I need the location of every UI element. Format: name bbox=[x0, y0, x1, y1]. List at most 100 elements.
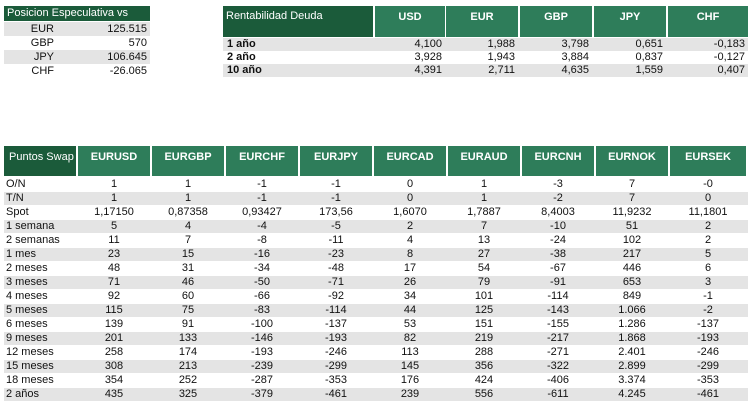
yield-cell: 1,559 bbox=[635, 64, 663, 76]
swap-cell: -143 bbox=[546, 304, 570, 316]
swap-cell: 308 bbox=[104, 360, 124, 372]
swap-cell: 51 bbox=[625, 220, 639, 232]
swap-row-label: 5 meses bbox=[6, 304, 48, 316]
swap-cell: 2 bbox=[406, 220, 414, 232]
yield-cell: -0,127 bbox=[713, 51, 745, 63]
yield-cell: 4,391 bbox=[414, 64, 442, 76]
swap-cell: -193 bbox=[324, 332, 348, 344]
swap-row: 15 meses 308 213 -239 -299 145 356 -322 2.899 -29… bbox=[4, 360, 748, 373]
swap-cell: -611 bbox=[547, 388, 569, 400]
swap-row: Spot 1,17150 0,87358 0,93427 173,56 1,6070 1,7… bbox=[4, 206, 748, 219]
yield-cell: 0,837 bbox=[635, 51, 663, 63]
swap-header-eurchf: EURCHF bbox=[226, 146, 298, 176]
swap-cell: 27 bbox=[477, 248, 491, 260]
swap-cell: 2 bbox=[704, 220, 712, 232]
swap-cell: 151 bbox=[474, 318, 494, 330]
swap-cell: -5 bbox=[331, 220, 341, 232]
swap-cell: 653 bbox=[622, 276, 642, 288]
yield-cell: 3,884 bbox=[561, 51, 589, 63]
swap-row-label: 2 semanas bbox=[6, 234, 60, 246]
swap-row: 6 meses 139 91 -100 -137 53 151 -155 1.286 -137 bbox=[4, 318, 748, 331]
yield-row: 1 año 4,100 1,988 3,798 0,651 -0,183 bbox=[223, 38, 748, 51]
swap-cell: 0 bbox=[704, 192, 712, 204]
swap-row: 18 meses 354 252 -287 -353 176 424 -406 3.374 -35… bbox=[4, 374, 748, 387]
swap-cell: 1.868 bbox=[618, 332, 646, 344]
swap-cell: 26 bbox=[403, 276, 417, 288]
swap-cell: 7 bbox=[628, 192, 636, 204]
yield-cell: 4,100 bbox=[414, 38, 442, 50]
swap-cell: -91 bbox=[550, 276, 566, 288]
swap-cell: 2.899 bbox=[618, 360, 646, 372]
swap-cell: -2 bbox=[553, 192, 563, 204]
swap-cell: 252 bbox=[178, 374, 198, 386]
swap-cell: -3 bbox=[553, 178, 563, 190]
swap-cell: 5 bbox=[704, 248, 712, 260]
swap-row: 5 meses 115 75 -83 -114 44 125 -143 1.066 -2 bbox=[4, 304, 748, 317]
swap-cell: -24 bbox=[550, 234, 566, 246]
position-row: EUR 125.515 bbox=[4, 22, 150, 36]
swap-cell: -48 bbox=[328, 262, 344, 274]
position-currency: CHF bbox=[31, 65, 54, 77]
swap-cell: 13 bbox=[477, 234, 491, 246]
swap-cell: -1 bbox=[257, 192, 267, 204]
swap-cell: 46 bbox=[181, 276, 195, 288]
swap-cell: 1 bbox=[110, 192, 118, 204]
swap-cell: -353 bbox=[696, 374, 720, 386]
swap-row-label: 9 meses bbox=[6, 332, 48, 344]
swap-header-eurnok: EURNOK bbox=[596, 146, 668, 176]
swap-cell: 288 bbox=[474, 346, 494, 358]
swap-cell: -50 bbox=[254, 276, 270, 288]
swap-row-label: 15 meses bbox=[6, 360, 54, 372]
swap-cell: 17 bbox=[403, 262, 417, 274]
swap-cell: -8 bbox=[257, 234, 267, 246]
swap-cell: 6 bbox=[704, 262, 712, 274]
swap-cell: -461 bbox=[324, 388, 348, 400]
swap-cell: 3 bbox=[704, 276, 712, 288]
swap-cell: 1 bbox=[480, 178, 488, 190]
swap-cell: -1 bbox=[257, 178, 267, 190]
swap-cell: 115 bbox=[105, 304, 123, 316]
position-currency: GBP bbox=[30, 37, 54, 49]
swap-cell: 1,17150 bbox=[94, 206, 134, 218]
swap-cell: 91 bbox=[181, 318, 195, 330]
yield-cell: 4,635 bbox=[561, 64, 589, 76]
swap-cell: 48 bbox=[107, 262, 121, 274]
swap-cell: 201 bbox=[104, 332, 124, 344]
swap-row: 4 meses 92 60 -66 -92 34 101 -114 849 -1 bbox=[4, 290, 748, 303]
swap-row: 2 años 435 325 -379 -461 239 556 -611 4.245 -461 bbox=[4, 388, 748, 401]
position-currency: EUR bbox=[30, 23, 54, 35]
position-row: GBP 570 bbox=[4, 36, 150, 50]
swap-row-label: 3 meses bbox=[6, 276, 48, 288]
position-currency: JPY bbox=[33, 51, 54, 63]
yield-row-label: 1 año bbox=[227, 38, 256, 50]
swap-cell: -66 bbox=[254, 290, 270, 302]
swap-cell: -0 bbox=[703, 178, 713, 190]
position-value: -26.065 bbox=[109, 65, 147, 77]
swap-cell: -34 bbox=[254, 262, 270, 274]
swap-cell: 139 bbox=[104, 318, 124, 330]
swap-cell: 53 bbox=[403, 318, 417, 330]
swap-cell: 113 bbox=[401, 346, 419, 358]
swap-cell: 5 bbox=[110, 220, 118, 232]
swap-header-eurusd: EURUSD bbox=[78, 146, 150, 176]
swap-cell: 1 bbox=[184, 178, 192, 190]
swap-header-eursek: EURSEK bbox=[670, 146, 746, 176]
yield-row: 10 año 4,391 2,711 4,635 1,559 0,407 bbox=[223, 64, 748, 77]
swap-cell: -100 bbox=[250, 318, 274, 330]
yield-header-gbp: GBP bbox=[520, 6, 592, 37]
yield-cell: 1,988 bbox=[487, 38, 515, 50]
swap-cell: -406 bbox=[546, 374, 570, 386]
swap-cell: -1 bbox=[331, 178, 341, 190]
swap-row: O/N 1 1 -1 -1 0 1 -3 7 -0 bbox=[4, 178, 748, 191]
position-value: 570 bbox=[128, 37, 147, 49]
swap-cell: 75 bbox=[181, 304, 195, 316]
swap-cell: 1 bbox=[480, 192, 488, 204]
swap-cell: 23 bbox=[107, 248, 121, 260]
swap-cell: 7 bbox=[184, 234, 192, 246]
swap-cell: 446 bbox=[622, 262, 642, 274]
swap-cell: 258 bbox=[104, 346, 124, 358]
yield-cell: 2,711 bbox=[488, 64, 515, 76]
swap-row: T/N 1 1 -1 -1 0 1 -2 7 0 bbox=[4, 192, 748, 205]
swap-row: 2 semanas 11 7 -8 -11 4 13 -24 102 2 bbox=[4, 234, 748, 247]
swap-cell: 54 bbox=[477, 262, 491, 274]
